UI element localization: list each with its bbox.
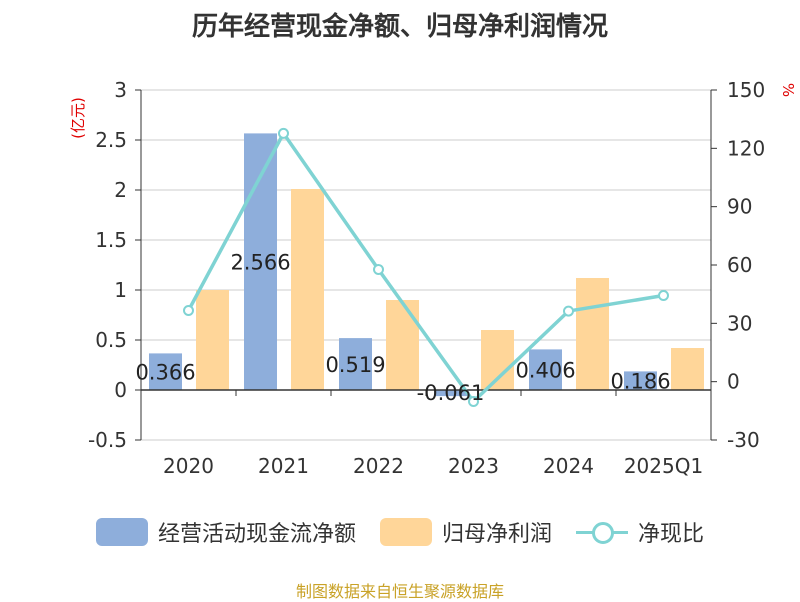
right-tick-label: 150 (727, 78, 765, 102)
legend: 经营活动现金流净额 归母净利润 净现比 (0, 516, 800, 548)
left-tick-label: 2 (114, 178, 127, 202)
x-tick-label: 2025Q1 (624, 454, 703, 478)
left-tick-label: 0.5 (95, 328, 127, 352)
right-tick-label: 60 (727, 253, 752, 277)
x-tick-label: 2021 (258, 454, 309, 478)
right-tick-label: 90 (727, 195, 752, 219)
legend-line-ratio (576, 518, 628, 546)
legend-swatch-cashflow (95, 518, 148, 546)
ratio-point (468, 396, 479, 407)
cashflow-data-label: 0.519 (325, 353, 385, 377)
net-profit-bar (576, 278, 609, 390)
bar-layer (149, 133, 704, 397)
legend-item-cashflow[interactable]: 经营活动现金流净额 (95, 516, 356, 548)
cashflow-bar (434, 390, 467, 397)
cashflow-data-label: 0.186 (610, 370, 670, 394)
ratio-point (373, 263, 384, 275)
left-tick-label: 2.5 (95, 128, 127, 152)
net-profit-bar (671, 348, 704, 390)
cashflow-bar (339, 338, 372, 390)
line-layer (183, 127, 669, 407)
left-axis-unit-label: (亿元) (69, 97, 87, 139)
legend-label-cashflow: 经营活动现金流净额 (157, 522, 356, 547)
legend-item-net-profit[interactable]: 归母净利润 (379, 516, 552, 548)
x-tick-label: 2023 (448, 454, 499, 478)
cashflow-bar (529, 349, 562, 390)
ratio-point (278, 127, 289, 139)
source-note: 制图数据来自恒生聚源数据库 (295, 582, 504, 601)
legend-label-ratio: 净现比 (638, 522, 705, 547)
circle-marker-icon (592, 522, 614, 544)
cashflow-data-label: -0.061 (417, 381, 485, 405)
ratio-line (186, 131, 664, 404)
ratio-point (183, 305, 194, 316)
cashflow-data-label: 2.566 (230, 251, 290, 275)
right-axis-unit-label: % (779, 83, 797, 97)
cashflow-data-label: 0.366 (135, 361, 195, 385)
legend-item-ratio[interactable]: 净现比 (576, 516, 704, 548)
cashflow-bar (149, 353, 182, 390)
cashflow-data-label: 0.406 (515, 359, 575, 383)
right-tick-label: 30 (727, 311, 752, 335)
x-tick-label: 2022 (353, 454, 404, 478)
left-tick-label: 1.5 (95, 228, 127, 252)
right-tick-label: -30 (727, 428, 760, 452)
net-profit-bar (196, 290, 229, 390)
left-tick-label: 3 (114, 78, 127, 102)
data-labels: 0.366 2.566 0.519 -0.061 0.406 0.186 (135, 251, 670, 405)
left-tick-label: 0 (114, 378, 127, 402)
ratio-point (658, 290, 669, 302)
left-tick-label: 1 (114, 278, 127, 302)
right-tick-label: 0 (727, 370, 740, 394)
axes: -0.5 0 0.5 1 1.5 2 2.5 3 -30 0 30 60 90 120 150 (亿元)% 20… (69, 78, 797, 478)
legend-swatch-net-profit (379, 518, 432, 546)
chart-title: 历年经营现金净额、归母净利润情况 (191, 12, 608, 42)
net-profit-bar (291, 189, 324, 390)
left-tick-label: -0.5 (88, 428, 127, 452)
net-profit-bar (386, 300, 419, 390)
legend-label-net-profit: 归母净利润 (441, 522, 552, 547)
x-tick-label: 2020 (163, 454, 214, 478)
right-tick-label: 120 (727, 136, 765, 160)
x-tick-label: 2024 (543, 454, 594, 478)
cashflow-bar (624, 371, 657, 390)
ratio-point (563, 305, 574, 317)
